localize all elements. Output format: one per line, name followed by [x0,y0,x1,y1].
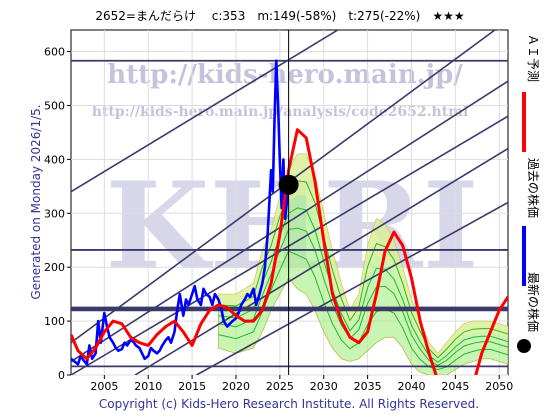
legend-label: ＡＩ予測 [526,34,540,82]
x-tick-label: 2035 [354,380,382,393]
watermark-url-main: http://kids-hero.main.jp/ [107,60,463,90]
legend-label: 過去の株価 [526,158,541,218]
legend-item: ＡＩ予測 [522,34,540,152]
y-tick-label: 100 [44,315,65,328]
y-ticks: 0 100 200 300 400 500 600 [44,46,71,382]
x-tick-label: 2010 [134,380,162,393]
current-price-dot [278,174,299,195]
y-tick-label: 400 [44,153,65,166]
horizontal-levels [71,59,508,368]
channel-line [71,115,508,375]
channel-line [71,30,339,193]
x-tick-label: 2005 [90,380,118,393]
x-tick-label: 2045 [441,380,469,393]
y-tick-label: 500 [44,99,65,112]
series-line [71,59,290,366]
y-tick-label: 600 [44,46,65,59]
legend-item: 過去の株価 [522,158,541,286]
x-tick-label: 2050 [485,380,513,393]
ensemble-band [218,153,508,375]
black-dot-icon [517,339,531,353]
y-tick-label: 300 [44,207,65,220]
channel-lines [71,30,508,375]
x-tick-label: 2015 [178,380,206,393]
chart-title: 2652=まんだらけ c:353 m:149(-58%) t:275(-22%)… [95,9,464,23]
legend-label: 最新の株価 [526,272,541,332]
ensemble-member-line [218,227,508,366]
copyright: Copyright (c) Kids-Hero Research Institu… [99,397,479,411]
x-tick-label: 2025 [266,380,294,393]
x-tick-label: 2040 [397,380,425,393]
channel-line [134,147,508,375]
y-tick-label: 200 [44,261,65,274]
ensemble-member-line [218,180,508,359]
x-tick-label: 2030 [310,380,338,393]
generated-date: Generated on Monday 2026/1/5. [29,104,43,299]
channel-line [196,201,508,375]
channel-line [71,80,508,363]
x-ticks: 2005 2010 2015 2020 2025 2030 2035 2040 2045 2050 [90,375,513,393]
x-tick-label: 2020 [222,380,250,393]
legend-item: 最新の株価 [517,272,541,353]
y-tick-label: 0 [58,369,65,382]
marker-layer [278,30,299,375]
